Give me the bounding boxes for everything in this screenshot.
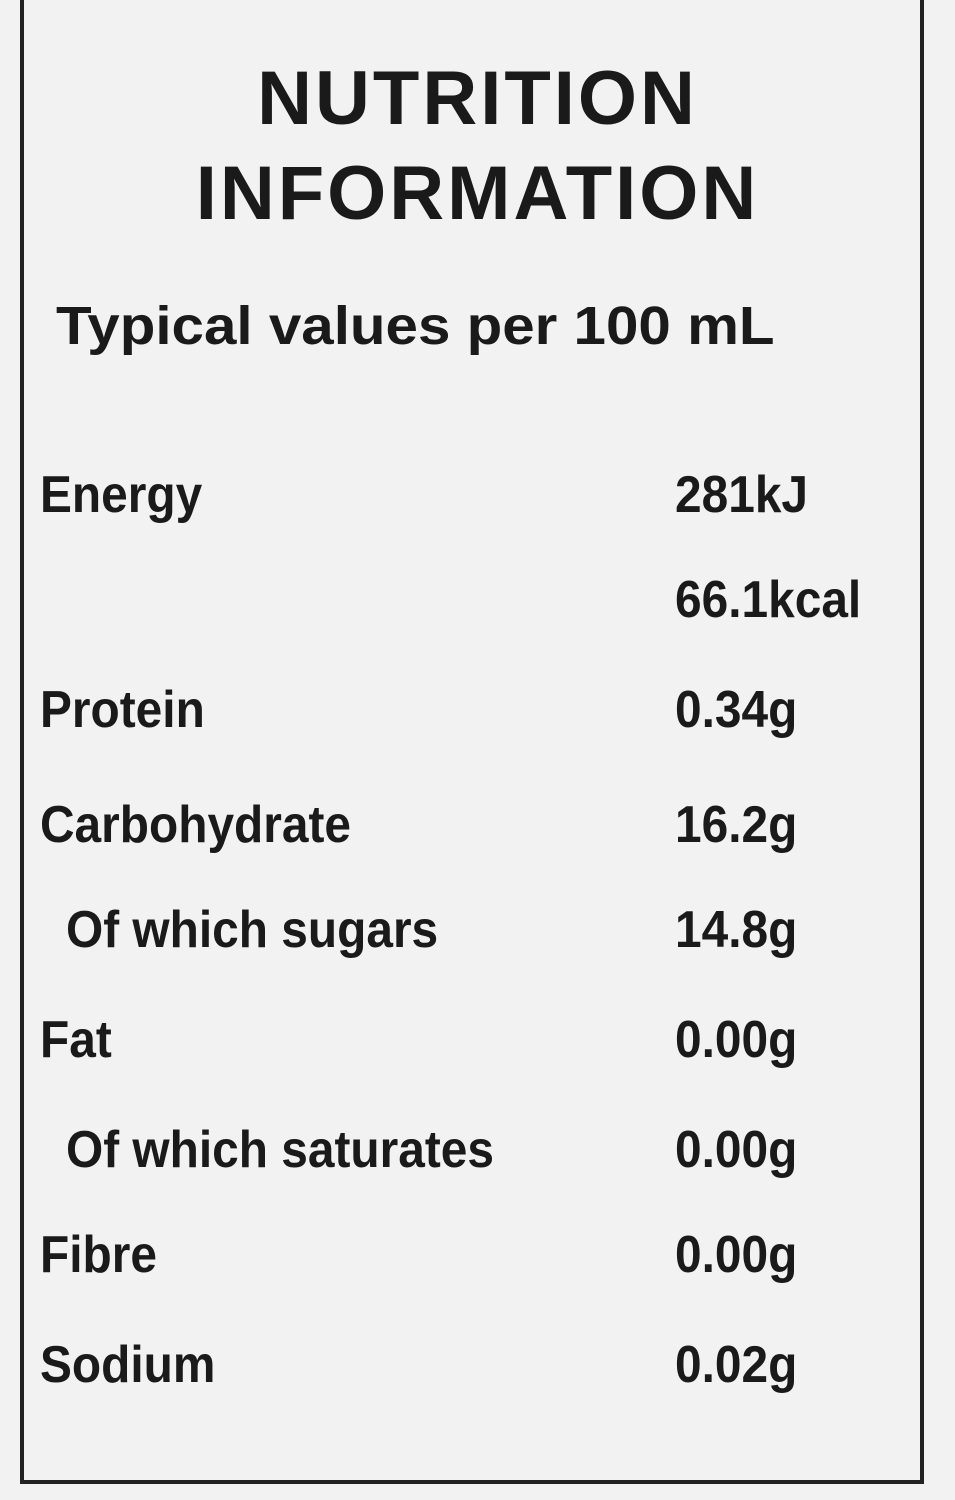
row-value: 16.2g xyxy=(675,796,798,854)
row-value: 0.00g xyxy=(675,1226,798,1284)
row-label: Of which saturates xyxy=(66,1121,495,1179)
subtitle: Typical values per 100 mL xyxy=(56,296,775,356)
title: NUTRITION xyxy=(257,56,698,141)
row-value: 0.02g xyxy=(675,1336,798,1394)
row-value: 14.8g xyxy=(675,901,798,959)
row-label: Energy xyxy=(40,466,203,524)
row-value: 66.1kcal xyxy=(675,571,862,629)
row-label: Of which sugars xyxy=(66,901,439,959)
row-value: 0.00g xyxy=(675,1121,798,1179)
row-label: Fat xyxy=(40,1011,112,1069)
title: INFORMATION xyxy=(195,151,760,236)
row-label: Fibre xyxy=(40,1226,157,1284)
row-label: Carbohydrate xyxy=(40,796,352,854)
row-value: 0.34g xyxy=(675,681,798,739)
row-value: 0.00g xyxy=(675,1011,798,1069)
row-value: 281kJ xyxy=(675,466,809,524)
row-label: Sodium xyxy=(40,1336,216,1394)
label-frame xyxy=(20,0,924,1484)
row-label: Protein xyxy=(40,681,205,739)
